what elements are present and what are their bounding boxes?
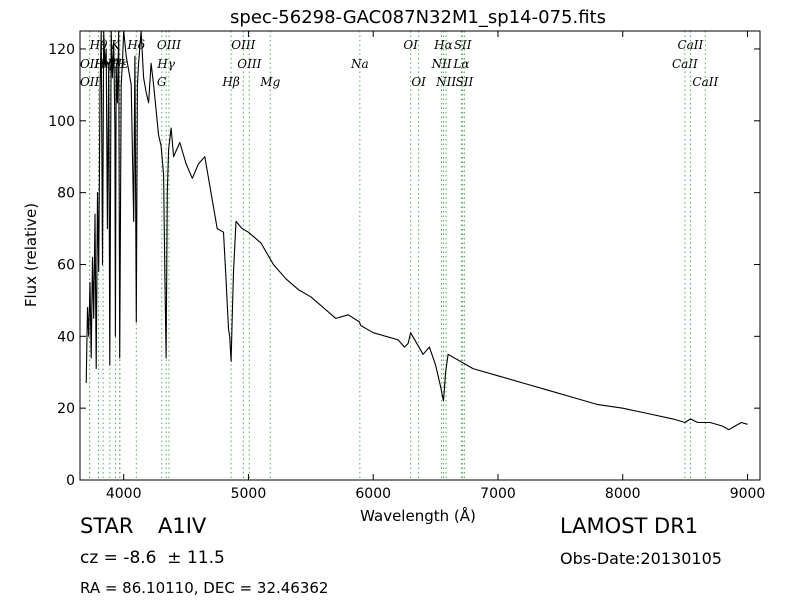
spectral-line-label: Na <box>350 57 369 71</box>
spectral-line-label: NII <box>431 57 452 71</box>
redshift-cz: cz = -8.6 ± 11.5 <box>80 548 225 568</box>
spectral-line-label: K <box>110 38 121 52</box>
y-tick-label: 60 <box>57 257 75 273</box>
object-subclass: A1IV <box>158 514 207 538</box>
spectral-line-label: Hγ <box>156 57 175 71</box>
spectral-line-label: Lα <box>452 57 469 71</box>
chart-title: spec-56298-GAC087N32M1_sp14-075.fits <box>230 7 606 28</box>
x-tick-label: 6000 <box>355 486 391 502</box>
spectral-line-label: OI <box>411 75 426 89</box>
spectral-line-label: OIII <box>237 57 261 71</box>
spectral-line-label: Hα <box>433 38 453 52</box>
object-class: STAR <box>80 514 134 538</box>
spectral-line-label: CaII <box>692 75 718 89</box>
y-tick-label: 40 <box>57 329 75 345</box>
spectral-line-label: SII <box>456 75 474 89</box>
x-tick-label: 4000 <box>106 486 142 502</box>
plot-frame <box>79 30 761 481</box>
x-tick-label: 9000 <box>730 486 766 502</box>
spectral-line-label: Mg <box>259 75 280 89</box>
x-tick-label: 7000 <box>480 486 516 502</box>
coordinates: RA = 86.10110, DEC = 32.46362 <box>80 579 329 597</box>
spectral-line-label: Hη <box>93 57 112 71</box>
spectral-line-label: H <box>113 57 125 71</box>
y-tick-label: 120 <box>48 42 75 58</box>
axis-ticks: 4000 5000 6000 7000 8000 9000 0 20 40 60 80 100 120 <box>48 31 765 502</box>
x-tick-label: 5000 <box>231 486 267 502</box>
spectral-line-label: G <box>157 75 167 89</box>
spectral-line-label: SII <box>454 38 472 52</box>
spectral-line-label: OIII <box>231 38 255 52</box>
y-axis-label: Flux (relative) <box>22 203 40 307</box>
spectral-line-label: CaII <box>672 57 698 71</box>
spectral-line-label: OIII <box>157 38 181 52</box>
spectral-line-label: OI <box>403 38 418 52</box>
spectral-line-label: NII <box>435 75 456 89</box>
y-tick-label: 20 <box>57 401 75 417</box>
survey-name: LAMOST DR1 <box>560 514 699 538</box>
spectral-line-label: OII <box>80 75 100 89</box>
spectral-line-label: Hβ <box>221 75 239 89</box>
y-tick-label: 100 <box>48 114 75 130</box>
x-axis-label: Wavelength (Å) <box>360 506 476 525</box>
observation-date: Obs-Date:20130105 <box>560 549 722 568</box>
x-tick-label: 8000 <box>605 486 641 502</box>
spectral-line-label: Hθ <box>89 38 108 52</box>
y-tick-label: 80 <box>57 186 75 202</box>
spectral-line-label: CaII <box>677 38 703 52</box>
y-tick-label: 0 <box>66 473 75 489</box>
spectrum-series-line <box>85 30 748 431</box>
